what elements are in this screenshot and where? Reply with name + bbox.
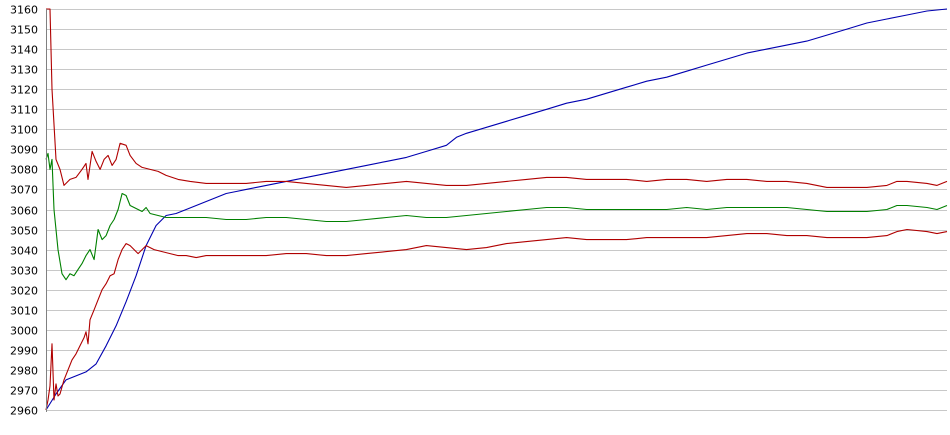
series-line-3 [45,152,948,281]
y-tick-label: 3060 [10,205,38,218]
y-axis-tick-labels: 2960 2970 2980 2990 3000 3010 3020 3030 3040 3050… [10,4,38,418]
y-tick-label: 3160 [10,4,38,17]
y-tick-label: 2980 [10,365,38,378]
y-tick-label: 3110 [10,104,38,117]
y-tick-label: 3100 [10,124,38,137]
y-tick-label: 3010 [10,305,38,318]
y-tick-label: 2970 [10,385,38,398]
y-tick-label: 3080 [10,164,38,177]
series-line-4 [45,228,948,411]
y-tick-label: 3050 [10,225,38,238]
y-tick-label: 3150 [10,24,38,37]
y-tick-label: 3140 [10,44,38,57]
y-tick-label: 3070 [10,184,38,197]
series-line-1 [45,8,948,411]
y-tick-label: 3130 [10,64,38,77]
y-tick-label: 3090 [10,144,38,157]
y-tick-label: 2990 [10,345,38,358]
y-tick-label: 3020 [10,285,38,298]
y-tick-label: 3120 [10,84,38,97]
y-tick-label: 3030 [10,265,38,278]
y-tick-label: 3040 [10,245,38,258]
y-tick-label: 3000 [10,325,38,338]
grid-lines [46,9,947,411]
y-tick-label: 2960 [10,405,38,418]
series-line-2 [46,8,948,188]
series-lines [45,8,948,411]
